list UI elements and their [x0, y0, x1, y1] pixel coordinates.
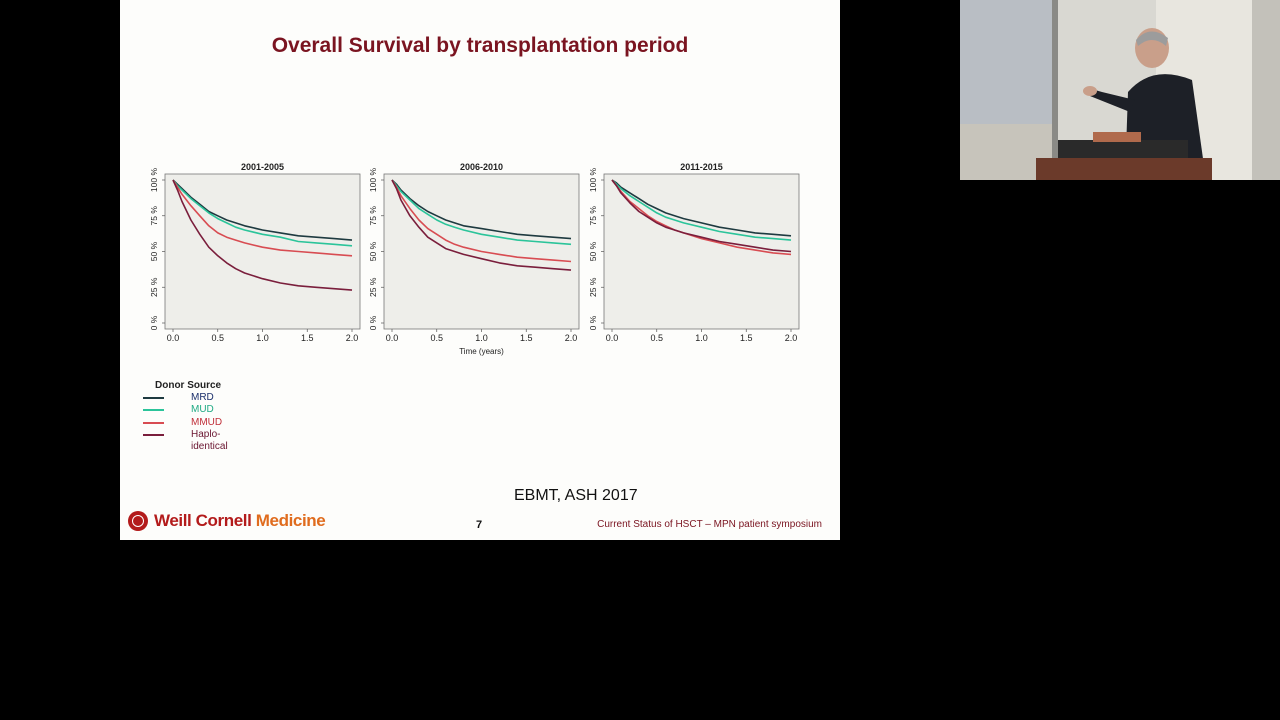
survival-charts: 2001-2005 0.0 0.5 1.0 1.5 2.0 0 % 25 % 50 % 75 % 1… [149, 162, 800, 356]
legend-item: MRD [140, 392, 221, 404]
series-line-haplo-identical [611, 179, 792, 253]
series-line-mrd [172, 179, 353, 241]
y-tick-label: 25 % [149, 277, 159, 297]
series-line-mud [172, 179, 353, 247]
podium-base [1036, 158, 1212, 180]
y-tick-label: 75 % [149, 206, 159, 226]
podium-top [1058, 140, 1188, 162]
legend-item: MUD [140, 404, 221, 416]
chart-panel-3: 2011-2015 0.0 0.5 1.0 1.5 2.0 0 % 25 % 50 % 75 % 1… [588, 162, 800, 343]
series-line-mmud [172, 179, 353, 257]
page-number: 7 [476, 519, 483, 531]
x-tick-label: 2.0 [785, 333, 798, 343]
chart-panel-2: 2006-2010 0.0 0.5 1.0 1.5 2.0 0 % 25 % 50 % 75 % 1… [368, 162, 580, 356]
footer-text: Current Status of HSCT – MPN patient sym… [597, 519, 822, 530]
y-tick-label: 25 % [588, 277, 598, 297]
y-tick-label: 0 % [149, 315, 159, 330]
x-tick-label: 0.0 [606, 333, 619, 343]
legend-swatch [143, 433, 164, 436]
x-tick-label: 2.0 [565, 333, 578, 343]
x-tick-label: 1.5 [301, 333, 314, 343]
legend-swatch [143, 421, 164, 424]
y-tick-label: 50 % [149, 241, 159, 261]
x-tick-label: 2.0 [346, 333, 359, 343]
series-line-haplo-identical [391, 179, 572, 271]
y-tick-label: 25 % [368, 277, 378, 297]
series-line-mrd [391, 179, 572, 240]
series-line-mmud [391, 179, 572, 263]
seal-icon [128, 511, 148, 531]
legend-label: Haplo-identical [191, 428, 228, 452]
legend-label: MRD [191, 392, 214, 403]
speaker-hand [1083, 86, 1097, 96]
y-tick-label: 75 % [588, 206, 598, 226]
y-tick-label: 100 % [149, 168, 159, 193]
x-tick-label: 0.5 [650, 333, 663, 343]
presentation-slide: Overall Survival by transplantation peri… [120, 0, 840, 540]
chart-title: 2011-2015 [680, 162, 723, 172]
chart-title: 2006-2010 [460, 162, 503, 172]
y-tick-label: 0 % [368, 315, 378, 330]
door-frame [1252, 0, 1280, 180]
chart-panel-1: 2001-2005 0.0 0.5 1.0 1.5 2.0 0 % 25 % 50 % 75 % 1… [149, 162, 361, 343]
x-tick-label: 1.0 [256, 333, 269, 343]
legend-swatch [143, 409, 164, 412]
series-line-haplo-identical [172, 179, 353, 291]
legend-item: MMUD [140, 416, 223, 429]
x-tick-label: 1.0 [695, 333, 708, 343]
logo-text: Weill Cornell Medicine [154, 511, 326, 531]
speaker-hair [1136, 31, 1168, 46]
legend-item: Haplo-identical [140, 429, 228, 452]
laptop [1093, 132, 1141, 142]
legend-label: MUD [191, 404, 214, 416]
x-tick-label: 1.5 [740, 333, 753, 343]
citation: EBMT, ASH 2017 [514, 487, 638, 504]
x-tick-label: 0.5 [211, 333, 224, 343]
x-axis-label: Time (years) [459, 347, 504, 356]
series-line-mud [391, 179, 572, 246]
slide-title: Overall Survival by transplantation peri… [271, 34, 689, 57]
x-tick-label: 1.5 [520, 333, 533, 343]
window-frame [1052, 0, 1058, 180]
speaker-arm [1088, 88, 1135, 112]
institution-logo: Weill Cornell Medicine [128, 510, 326, 532]
y-tick-label: 50 % [588, 241, 598, 261]
legend-title: Donor Source [155, 380, 222, 391]
x-tick-label: 0.0 [167, 333, 180, 343]
x-tick-label: 1.0 [475, 333, 488, 343]
legend-label: MMUD [191, 416, 223, 428]
window-left [960, 0, 1052, 124]
logo-accent: Medicine [255, 511, 326, 530]
speaker-video [960, 0, 1280, 180]
logo-name: Weill Cornell [154, 511, 252, 530]
series-line-mrd [611, 179, 792, 237]
y-tick-label: 100 % [368, 168, 378, 193]
y-tick-label: 75 % [368, 206, 378, 226]
x-tick-label: 0.0 [386, 333, 399, 343]
y-tick-label: 100 % [588, 168, 598, 193]
plot-area [164, 173, 361, 330]
series-line-mud [611, 179, 792, 241]
legend: Donor Source MRD MUD MMUD Haplo-identical [140, 379, 228, 452]
chart-title: 2001-2005 [241, 162, 284, 172]
y-tick-label: 50 % [368, 241, 378, 261]
y-tick-label: 0 % [588, 315, 598, 330]
x-tick-label: 0.5 [430, 333, 443, 343]
legend-swatch [143, 397, 164, 399]
